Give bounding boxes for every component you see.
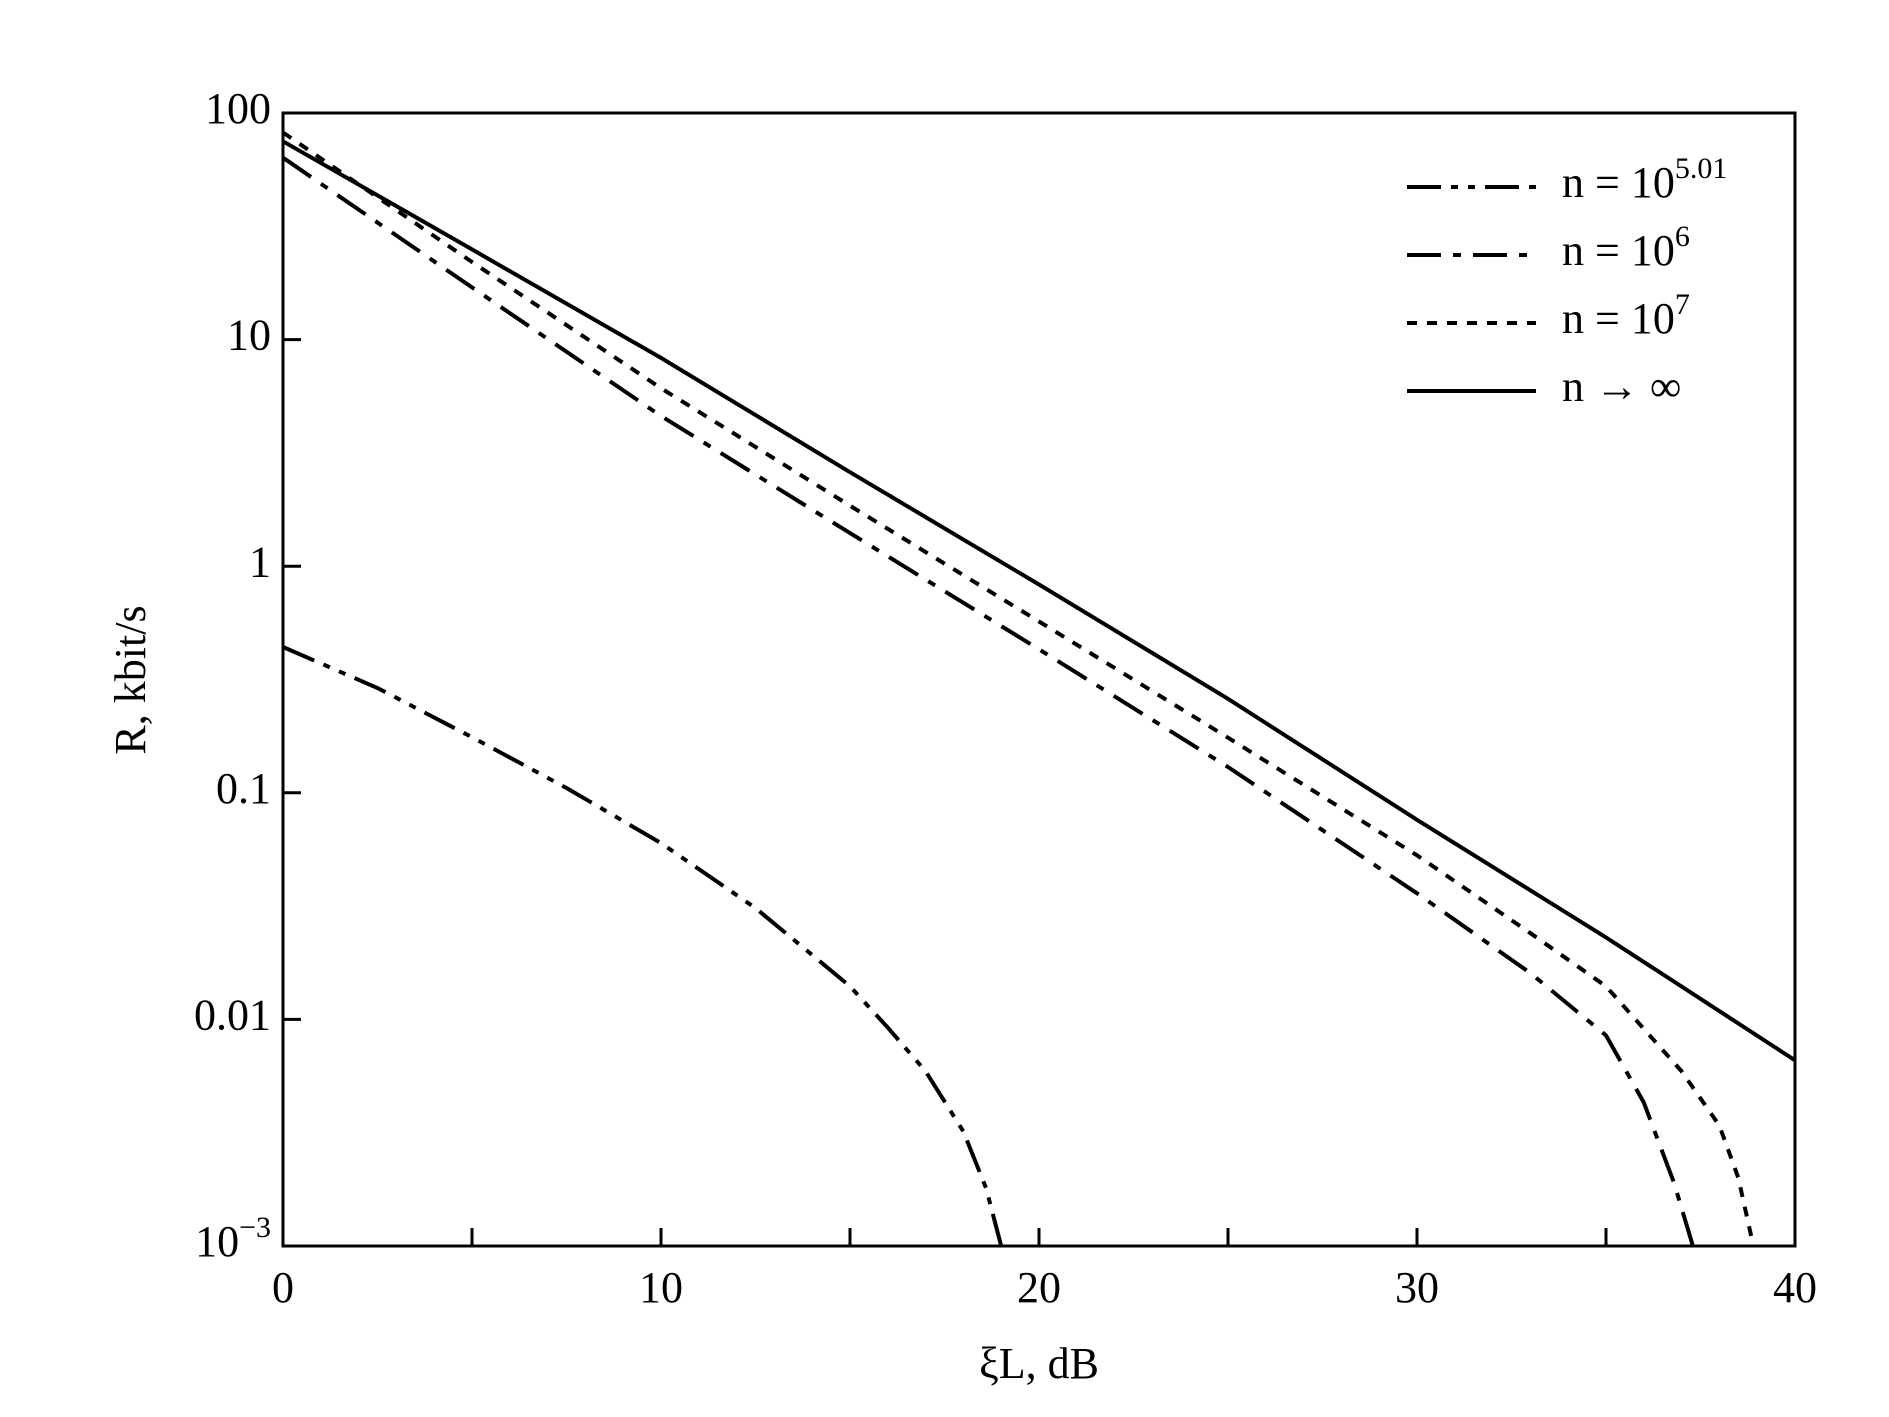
legend-label-exp: 5.01 xyxy=(1675,152,1728,185)
legend-label-base: n = 10 xyxy=(1562,158,1675,207)
x-tick-label: 30 xyxy=(1395,1263,1439,1312)
y-tick-label-base: 10 xyxy=(195,1217,239,1266)
y-tick-label: 1 xyxy=(249,537,271,586)
y-tick-label: 10−3 xyxy=(195,1211,271,1266)
y-tick-label-exp: −3 xyxy=(239,1211,271,1244)
legend-label: n = 105.01 xyxy=(1562,152,1727,207)
series-line xyxy=(281,156,1695,1247)
y-tick-label: 0.1 xyxy=(216,764,271,813)
legend-label: n = 107 xyxy=(1562,288,1690,343)
legend-label-exp: 7 xyxy=(1675,288,1690,321)
series-line xyxy=(282,645,1004,1247)
legend-label: n → ∞ xyxy=(1562,362,1681,411)
legend-label-base: n = 10 xyxy=(1562,226,1675,275)
y-tick-label: 10 xyxy=(227,311,271,360)
legend-label: n = 106 xyxy=(1562,220,1690,275)
legend-label-exp: 6 xyxy=(1675,220,1690,253)
legend-label-base: n = 10 xyxy=(1562,294,1675,343)
x-axis-label: ξL, dB xyxy=(979,1339,1099,1388)
series-line xyxy=(282,139,1797,1062)
y-tick-label: 100 xyxy=(205,84,271,133)
x-tick-label: 20 xyxy=(1017,1263,1061,1312)
legend-label-base: n → ∞ xyxy=(1562,362,1681,411)
x-tick-label: 40 xyxy=(1773,1263,1817,1312)
series-line xyxy=(281,130,1756,1247)
plot-frame xyxy=(281,111,1797,1248)
y-axis-label: R, kbit/s xyxy=(106,605,155,754)
y-tick-label: 0.01 xyxy=(194,990,271,1039)
x-tick-label: 10 xyxy=(639,1263,683,1312)
x-tick-label: 0 xyxy=(272,1263,294,1312)
